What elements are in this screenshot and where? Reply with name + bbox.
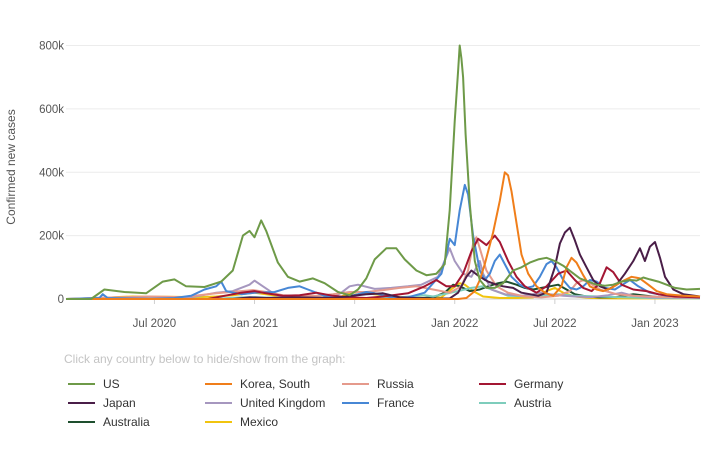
- x-tick-label: Jan 2023: [631, 318, 678, 330]
- series-line-korea-south: [66, 171, 701, 300]
- legend-label-france: France: [377, 395, 415, 410]
- legend-swatch-germany: [479, 382, 506, 385]
- legend-swatch-mexico: [205, 420, 232, 423]
- legend-swatch-russia: [342, 382, 369, 385]
- x-tick-label: Jul 2022: [533, 318, 576, 330]
- legend-label-russia: Russia: [377, 376, 414, 391]
- legend-hint: Click any country below to hide/show fro…: [64, 352, 346, 366]
- y-tick-label: 0: [58, 294, 64, 306]
- legend-item-russia[interactable]: Russia: [342, 374, 414, 393]
- legend-item-austria[interactable]: Austria: [479, 393, 551, 412]
- legend-item-australia[interactable]: Australia: [68, 412, 150, 431]
- x-tick-label: Jan 2022: [431, 318, 478, 330]
- x-axis-ticks: Jul 2020 Jan 2021 Jul 2021 Jan 2022 Jul 2022…: [133, 299, 679, 330]
- y-tick-label: 400k: [39, 167, 64, 179]
- legend-swatch-united-kingdom: [205, 401, 232, 404]
- y-axis-label: Confirmed new cases: [4, 109, 18, 224]
- legend-item-korea-south[interactable]: Korea, South: [205, 374, 310, 393]
- y-axis-ticks: 0 200k 400k 600k 800k: [39, 41, 64, 306]
- legend-swatch-australia: [68, 420, 95, 423]
- legend-label-australia: Australia: [103, 414, 150, 429]
- legend-swatch-us: [68, 382, 95, 385]
- legend-swatch-france: [342, 401, 369, 404]
- y-tick-label: 800k: [39, 41, 64, 53]
- series-line-us: [66, 44, 701, 300]
- legend-label-korea-south: Korea, South: [240, 376, 311, 391]
- legend-label-mexico: Mexico: [240, 414, 279, 429]
- legend-item-mexico[interactable]: Mexico: [205, 412, 278, 431]
- x-tick-label: Jul 2021: [333, 318, 376, 330]
- x-tick-label: Jan 2021: [231, 318, 278, 330]
- legend-item-germany[interactable]: Germany: [479, 374, 563, 393]
- legend-item-us[interactable]: US: [68, 374, 120, 393]
- legend-label-germany: Germany: [514, 376, 564, 391]
- series-lines: [65, 44, 701, 300]
- legend-swatch-japan: [68, 401, 95, 404]
- legend-label-austria: Austria: [514, 395, 552, 410]
- series-line-germany: [66, 234, 701, 300]
- legend-label-japan: Japan: [103, 395, 136, 410]
- legend-item-japan[interactable]: Japan: [68, 393, 136, 412]
- legend-label-us: US: [103, 376, 120, 391]
- legend-item-united-kingdom[interactable]: United Kingdom: [205, 393, 325, 412]
- y-tick-label: 200k: [39, 231, 64, 243]
- legend-swatch-austria: [479, 401, 506, 404]
- y-tick-label: 600k: [39, 104, 64, 116]
- legend-item-france[interactable]: France: [342, 393, 414, 412]
- legend-label-united-kingdom: United Kingdom: [240, 395, 326, 410]
- legend: US Korea, South Russia Germany Japan Uni…: [68, 374, 628, 432]
- gridlines: [66, 45, 700, 300]
- x-tick-label: Jul 2020: [133, 318, 176, 330]
- legend-swatch-korea-south: [205, 382, 232, 385]
